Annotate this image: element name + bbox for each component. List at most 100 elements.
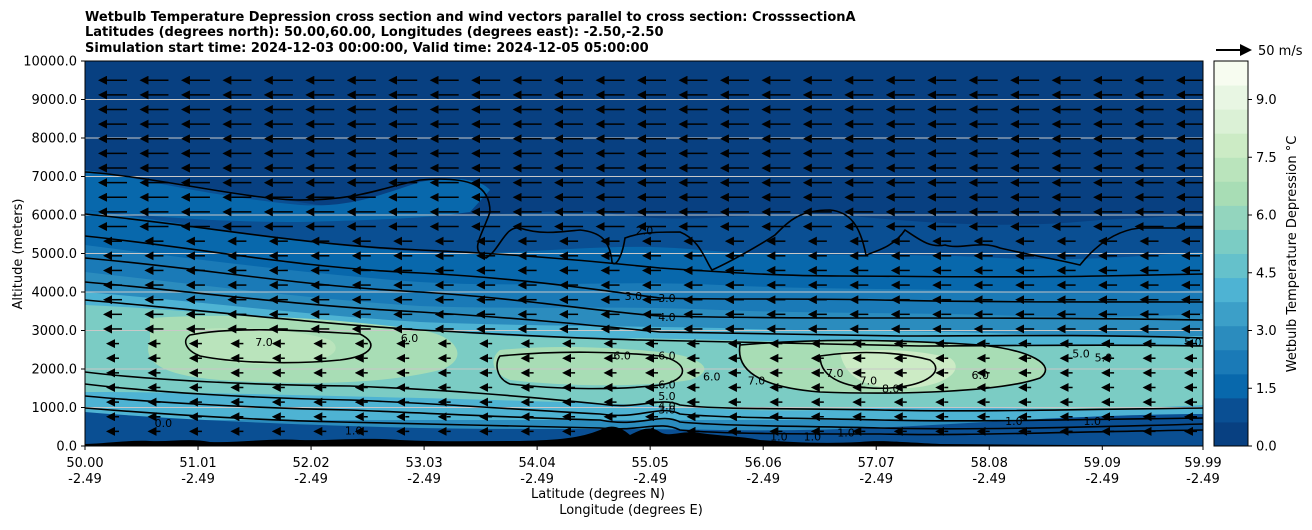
colorbar-tick-label: 7.5 <box>1256 151 1277 166</box>
x-tick-label-lat: 53.03 <box>405 456 442 471</box>
colorbar-segment <box>1214 373 1248 399</box>
colorbar-segment <box>1214 421 1248 447</box>
x-axis: 50.00-2.4951.01-2.4952.02-2.4953.03-2.49… <box>66 446 1222 487</box>
colorbar-segment <box>1214 61 1248 86</box>
colorbar-tick-label: 9.0 <box>1256 93 1277 108</box>
y-tick-label: 0.0 <box>56 440 77 455</box>
contour-label: 4.0 <box>658 400 676 413</box>
y-axis-label: Altitude (meters) <box>11 199 26 310</box>
colorbar-tick-label: 3.0 <box>1256 324 1277 339</box>
colorbar-segment <box>1214 133 1248 158</box>
colorbar-frame <box>1213 60 1249 447</box>
contour-label: 1.0 <box>804 430 822 443</box>
x-tick-label-lon: -2.49 <box>520 472 554 487</box>
contour-label: 3.0 <box>625 290 643 303</box>
contour-label: 1.0 <box>345 425 363 438</box>
contour-label: 0.0 <box>155 417 173 430</box>
contour-label: 6.0 <box>613 350 631 363</box>
contour-4-0 <box>85 257 1203 321</box>
x-tick-label-lon: -2.49 <box>1186 472 1220 487</box>
y-axis: 0.0 1000.0 2000.0 3000.0 4000.0 5000.0 6000.0 7… <box>23 55 85 455</box>
x-tick-label-lon: -2.49 <box>407 472 441 487</box>
colorbar-tick-label: 1.5 <box>1256 382 1277 397</box>
contour-label: 6.0 <box>401 332 419 345</box>
x-tick-label-lon: -2.49 <box>633 472 667 487</box>
wind-vectors <box>98 75 1203 436</box>
plot-area: 2.03.0 3.04.07.0 6.06.0 6.06.05.04.03.06.0 7… <box>85 61 1203 446</box>
y-tick-label: 2000.0 <box>32 363 78 378</box>
x-axis-label-2: Longitude (degrees E) <box>559 503 703 518</box>
y-tick-label: 10000.0 <box>23 55 77 70</box>
x-tick-label-lat: 56.06 <box>745 456 782 471</box>
contour-label: 4.0 <box>658 311 676 324</box>
colorbar-segment <box>1214 349 1248 375</box>
x-tick-label-lat: 57.07 <box>858 456 895 471</box>
colorbar-segment <box>1214 157 1248 182</box>
y-tick-label: 1000.0 <box>32 401 78 416</box>
x-tick-label-lon: -2.49 <box>181 472 215 487</box>
contour-3-0b <box>85 235 1203 303</box>
colorbar-label: Wetbulb Temperature Depression °C <box>1285 136 1300 373</box>
contour-label: 6.0 <box>658 350 676 363</box>
y-tick-label: 3000.0 <box>32 324 78 339</box>
contour-label: 7.0 <box>748 375 766 388</box>
colorbar-tick-label: 6.0 <box>1256 209 1277 224</box>
contour-label: 5.0 <box>1184 336 1202 349</box>
x-tick-label-lat: 55.05 <box>632 456 669 471</box>
x-tick-label-lat: 50.00 <box>66 456 103 471</box>
contour-label: 1.0 <box>770 430 788 443</box>
band-level-8-west <box>190 328 336 365</box>
x-tick-label-lat: 59.99 <box>1184 456 1221 471</box>
colorbar-segment <box>1214 109 1248 134</box>
contour-6-0-center <box>496 351 684 390</box>
contour-label: 5.0 <box>1095 351 1113 364</box>
contour-label: 6.0 <box>703 371 721 384</box>
x-tick-label-lat: 54.04 <box>519 456 556 471</box>
contour-label: 5.0 <box>658 390 676 403</box>
colorbar-segment <box>1214 277 1248 303</box>
colorbar: 0.0 1.5 3.0 4.5 6.0 7.5 9.0 <box>1213 60 1277 455</box>
contour-label: 1.0 <box>1083 415 1101 428</box>
contour-label: 6.0 <box>972 369 990 382</box>
colorbar-tick-label: 4.5 <box>1256 266 1277 281</box>
y-tick-label: 8000.0 <box>32 132 78 147</box>
contour-label: 1.0 <box>837 427 855 440</box>
y-tick-label: 5000.0 <box>32 247 78 262</box>
colorbar-segment <box>1214 181 1248 206</box>
contour-label: 7.0 <box>826 367 844 380</box>
contour-3-0 <box>85 213 1203 278</box>
contour-lines <box>85 171 1203 436</box>
y-tick-label: 6000.0 <box>32 209 78 224</box>
contour-label: 7.0 <box>255 336 273 349</box>
contour-label: 1.0 <box>1005 415 1023 428</box>
colorbar-segment <box>1214 325 1248 351</box>
contour-1-0-low <box>85 407 1203 436</box>
x-tick-label-lat: 52.02 <box>292 456 329 471</box>
contour-5-0 <box>85 281 1203 339</box>
y-tick-label: 7000.0 <box>32 170 78 185</box>
colorbar-segment <box>1214 229 1248 254</box>
contour-label: 8.0 <box>882 382 900 395</box>
terrain <box>85 426 1203 446</box>
contour-6-0-east <box>738 339 1047 394</box>
contour-labels: 2.03.0 3.04.07.0 6.06.0 6.06.05.04.03.06.0 7… <box>155 224 1202 443</box>
contour-label: 3.0 <box>658 403 676 416</box>
contour-6-0 <box>85 299 1203 347</box>
x-tick-label-lat: 51.01 <box>179 456 216 471</box>
x-tick-label-lon: -2.49 <box>294 472 328 487</box>
chart-title: Wetbulb Temperature Depression cross sec… <box>85 10 856 56</box>
contour-7-0-east <box>819 351 937 390</box>
x-axis-label: Latitude (degrees N) <box>531 487 665 502</box>
x-tick-label-lon: -2.49 <box>972 472 1006 487</box>
x-tick-label-lat: 58.08 <box>971 456 1008 471</box>
title-line-2: Latitudes (degrees north): 50.00,60.00, … <box>85 25 664 40</box>
colorbar-tick-label: 0.0 <box>1256 440 1277 455</box>
x-tick-label-lon: -2.49 <box>859 472 893 487</box>
contour-label: 5.0 <box>1072 348 1090 361</box>
x-tick-label-lon: -2.49 <box>1085 472 1119 487</box>
y-tick-label: 9000.0 <box>32 93 78 108</box>
colorbar-segment <box>1214 253 1248 279</box>
colorbar-segment <box>1214 397 1248 423</box>
title-line-3: Simulation start time: 2024-12-03 00:00:… <box>85 41 649 56</box>
